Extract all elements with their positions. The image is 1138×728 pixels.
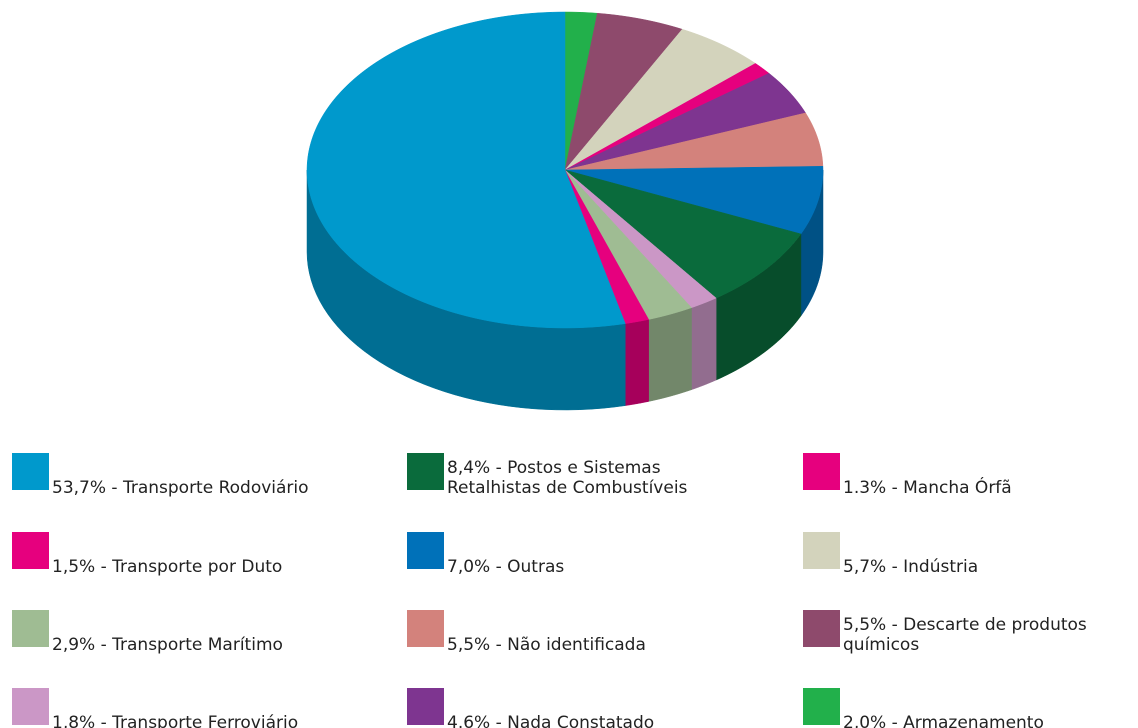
slice: [564, 169, 692, 320]
legend-label: 2,0% - Armazenamento: [843, 713, 1044, 728]
legend-swatch: [12, 610, 49, 647]
legend-item: 7,0% - Outras: [407, 532, 777, 577]
legend-item: 8,4% - Postos e Sistemas Retalhistas de …: [407, 453, 777, 498]
legend-item: 5,7% - Indústria: [803, 532, 1133, 577]
legend-swatch: [803, 610, 840, 647]
legend-swatch: [12, 532, 49, 569]
slice: [564, 72, 806, 171]
legend-label: 53,7% - Transporte Rodoviário: [52, 478, 309, 498]
legend-item: 53,7% - Transporte Rodoviário: [12, 453, 382, 498]
legend-swatch: [12, 688, 49, 725]
legend-swatch: [407, 688, 444, 725]
slice-side: [648, 307, 692, 402]
legend-label: 1,5% - Transporte por Duto: [52, 557, 283, 577]
legend-label: 2,9% - Transporte Marítimo: [52, 635, 283, 655]
legend-swatch: [803, 688, 840, 725]
legend-swatch: [803, 532, 840, 569]
slice: [564, 169, 802, 299]
legend-item: 2,9% - Transporte Marítimo: [12, 610, 382, 655]
legend-item: 1,5% - Transporte por Duto: [12, 532, 382, 577]
slice: [564, 112, 824, 171]
legend-swatch: [407, 532, 444, 569]
pie-3d: [306, 11, 824, 411]
legend-label: 8,4% - Postos e Sistemas Retalhistas de …: [447, 458, 688, 498]
slice-side: [625, 319, 649, 406]
legend-item: 5,5% - Não identificada: [407, 610, 777, 655]
legend-label: 5,7% - Indústria: [843, 557, 979, 577]
legend-label: 7,0% - Outras: [447, 557, 565, 577]
slice: [564, 169, 717, 308]
legend-item: 1.3% - Mancha Órfã: [803, 453, 1133, 498]
legend-item: 1,8% - Transporte Ferroviário: [12, 688, 382, 728]
legend-label: 1,8% - Transporte Ferroviário: [52, 713, 299, 728]
legend-item: 5,5% - Descarte de produtos químicos: [803, 610, 1133, 655]
legend-swatch: [803, 453, 840, 490]
legend-label: 1.3% - Mancha Órfã: [843, 478, 1012, 498]
legend-swatch: [407, 610, 444, 647]
slice-side: [691, 297, 717, 391]
legend-label: 4.6% - Nada Constatado: [447, 713, 655, 728]
slice: [306, 11, 626, 329]
legend-item: 4.6% - Nada Constatado: [407, 688, 777, 728]
legend-swatch: [12, 453, 49, 490]
legend-label: 5,5% - Não identificada: [447, 635, 646, 655]
legend-item: 2,0% - Armazenamento: [803, 688, 1133, 728]
legend-label: 5,5% - Descarte de produtos químicos: [843, 615, 1087, 655]
slice: [564, 28, 756, 171]
legend-swatch: [407, 453, 444, 490]
slice: [564, 12, 683, 171]
slice: [564, 166, 824, 235]
